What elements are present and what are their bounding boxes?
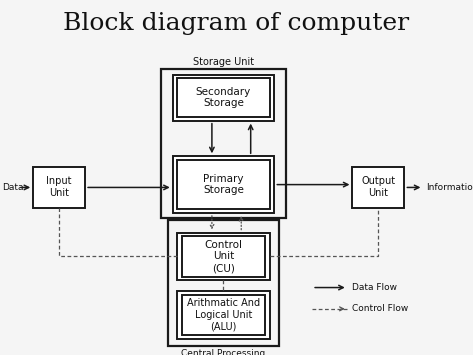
Bar: [177, 78, 270, 117]
Bar: [161, 69, 286, 218]
Text: Control Flow: Control Flow: [352, 304, 409, 313]
Bar: [352, 167, 404, 208]
Text: Arithmatic And
Logical Unit
(ALU): Arithmatic And Logical Unit (ALU): [187, 299, 260, 332]
Bar: [173, 156, 274, 213]
Text: Block diagram of computer: Block diagram of computer: [63, 12, 410, 36]
Text: Control
Unit
(CU): Control Unit (CU): [204, 240, 243, 273]
Bar: [182, 236, 265, 277]
Bar: [33, 167, 85, 208]
Bar: [168, 220, 279, 346]
Text: Data Flow: Data Flow: [352, 283, 397, 292]
Text: Storage Unit: Storage Unit: [193, 58, 254, 67]
Bar: [173, 75, 274, 121]
Text: Primary
Storage: Primary Storage: [203, 174, 244, 195]
Text: Secondary
Storage: Secondary Storage: [196, 87, 251, 108]
Bar: [177, 291, 270, 339]
Text: Output
Unit: Output Unit: [361, 176, 395, 198]
Bar: [182, 295, 265, 335]
Bar: [177, 160, 270, 209]
Bar: [177, 233, 270, 280]
Text: Input
Unit: Input Unit: [46, 176, 72, 198]
Text: Data: Data: [2, 183, 24, 192]
Text: Central Processing
Unit (CPU): Central Processing Unit (CPU): [181, 349, 265, 355]
Text: Information: Information: [426, 183, 473, 192]
